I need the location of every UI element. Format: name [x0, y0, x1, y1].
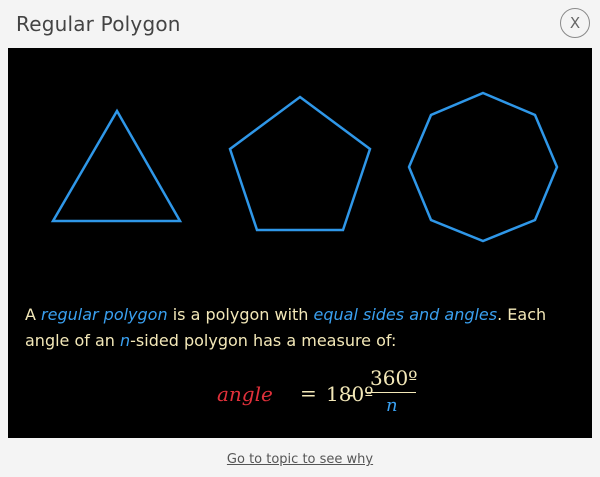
desc-part3: . Each angle of an [25, 305, 547, 350]
term-regular-polygon: regular polygon [41, 305, 168, 324]
formula-equals: = [300, 381, 317, 405]
formula-constant: 180º [326, 382, 374, 406]
desc-part1: A [25, 305, 42, 324]
variable-n: n [120, 331, 131, 350]
dialog-title: Regular Polygon [16, 12, 181, 36]
fraction-bar [366, 392, 416, 393]
definition-text: A regular polygon is a polygon with equa… [25, 302, 580, 354]
polygon-illustrations [50, 91, 559, 243]
formula-angle: angle [217, 382, 273, 406]
desc-part4: -sided polygon has a measure of: [130, 331, 397, 350]
triangle-shape [50, 108, 183, 223]
formula-denominator: n [386, 395, 398, 416]
formula-minus: - [347, 382, 354, 406]
pentagon-shape [228, 95, 372, 232]
go-to-topic-link[interactable]: Go to topic to see why [226, 452, 374, 467]
emphasis-equal-sides: equal sides and angles [313, 305, 498, 324]
octagon-shape [407, 91, 559, 243]
content-panel: A regular polygon is a polygon with equa… [8, 48, 592, 438]
close-button[interactable]: X [560, 8, 590, 38]
angle-formula: angle = 180º - 360º n [8, 366, 592, 428]
formula-numerator: 360º [370, 366, 418, 390]
desc-part2: is a polygon with [167, 305, 314, 324]
